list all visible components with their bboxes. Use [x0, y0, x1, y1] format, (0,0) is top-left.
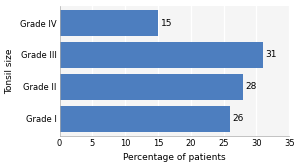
- Text: 26: 26: [233, 114, 244, 123]
- Bar: [59, 10, 158, 36]
- Bar: [59, 106, 230, 132]
- Text: 15: 15: [160, 19, 172, 28]
- Bar: [59, 42, 263, 68]
- Text: 28: 28: [246, 82, 257, 91]
- Y-axis label: Tonsil size: Tonsil size: [6, 48, 15, 94]
- Bar: [59, 74, 243, 100]
- Text: 31: 31: [266, 50, 277, 59]
- X-axis label: Percentage of patients: Percentage of patients: [123, 153, 226, 162]
